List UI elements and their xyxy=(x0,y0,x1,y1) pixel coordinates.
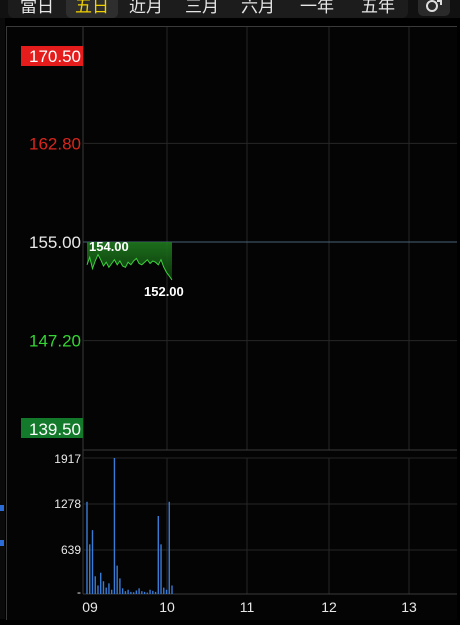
volume-bar xyxy=(146,592,149,594)
volume-bar xyxy=(89,544,91,594)
volume-bar xyxy=(154,591,157,594)
volume-bar xyxy=(105,587,107,594)
price-axis-label-2: 155.00 xyxy=(29,233,81,252)
volume-bar xyxy=(163,587,165,594)
volume-bar xyxy=(160,544,162,594)
volume-bar xyxy=(132,592,135,594)
left-edge-strip xyxy=(0,0,5,619)
volume-bar xyxy=(113,458,116,594)
volume-bar xyxy=(91,530,94,594)
volume-bar xyxy=(135,590,138,594)
time-axis-label-1: 10 xyxy=(159,599,175,615)
volume-bar xyxy=(168,501,170,594)
volume-bar xyxy=(138,588,140,594)
time-axis-label-3: 12 xyxy=(321,599,337,615)
volume-bar xyxy=(152,590,154,594)
volume-bar xyxy=(97,585,99,594)
chart-settings-button[interactable] xyxy=(418,0,450,16)
price-axis-label-1: 162.80 xyxy=(29,134,81,153)
high-price-annotation: 154.00 xyxy=(89,239,129,254)
edge-marker xyxy=(0,540,4,546)
period-tab-bar: 當日 五日 近月 三月 六月 一年 五年 xyxy=(0,0,460,18)
volume-bar xyxy=(100,572,102,594)
volume-bar xyxy=(110,589,113,594)
price-area-fill xyxy=(87,242,172,280)
price-chart[interactable]: 170.50 162.80 155.00 147.20 139.50 154.00 152.… xyxy=(7,27,457,620)
tab-3[interactable]: 三月 xyxy=(185,0,219,16)
volume-bar xyxy=(108,583,110,594)
edge-marker xyxy=(0,505,4,511)
time-axis-label-4: 13 xyxy=(401,599,417,615)
volume-bar xyxy=(157,515,159,594)
volume-bar xyxy=(116,565,118,594)
volume-axis-label-3: - xyxy=(77,585,81,599)
tab-1[interactable]: 五日 xyxy=(66,0,118,18)
period-tabs: 當日 五日 近月 三月 六月 一年 五年 xyxy=(8,0,408,18)
volume-bar xyxy=(149,589,151,594)
time-axis-label-0: 09 xyxy=(82,599,98,615)
volume-axis-label-1: 1278 xyxy=(54,497,81,511)
volume-axis-label-0: 1917 xyxy=(54,452,81,466)
volume-bar xyxy=(127,589,129,594)
volume-bar xyxy=(86,501,88,594)
tab-2[interactable]: 近月 xyxy=(129,0,163,16)
volume-bar xyxy=(143,591,146,594)
volume-bar xyxy=(119,578,121,594)
tab-4[interactable]: 六月 xyxy=(241,0,275,16)
volume-bar xyxy=(102,581,105,594)
volume-bar xyxy=(171,585,173,594)
price-max-badge xyxy=(21,46,83,66)
price-axis-label-0: 170.50 xyxy=(29,47,81,66)
volume-axis-label-2: 639 xyxy=(61,543,81,557)
volume-bar xyxy=(130,591,132,594)
volume-bar xyxy=(124,591,127,594)
chart-toggle-icon xyxy=(426,0,442,12)
price-axis-label-4: 139.50 xyxy=(29,420,81,439)
tab-5[interactable]: 一年 xyxy=(300,0,334,16)
low-price-annotation: 152.00 xyxy=(144,284,184,299)
price-line xyxy=(86,253,173,281)
time-axis-label-2: 11 xyxy=(240,599,255,615)
tab-6[interactable]: 五年 xyxy=(361,0,395,16)
volume-bar xyxy=(165,589,168,594)
volume-bar xyxy=(141,591,143,594)
tab-0[interactable]: 當日 xyxy=(20,0,54,16)
price-min-badge xyxy=(21,418,83,438)
volume-bar xyxy=(121,588,124,594)
price-chart-panel[interactable]: 170.50 162.80 155.00 147.20 139.50 154.00 152.… xyxy=(6,26,457,620)
price-axis-label-3: 147.20 xyxy=(29,332,81,351)
volume-bar xyxy=(94,576,96,594)
